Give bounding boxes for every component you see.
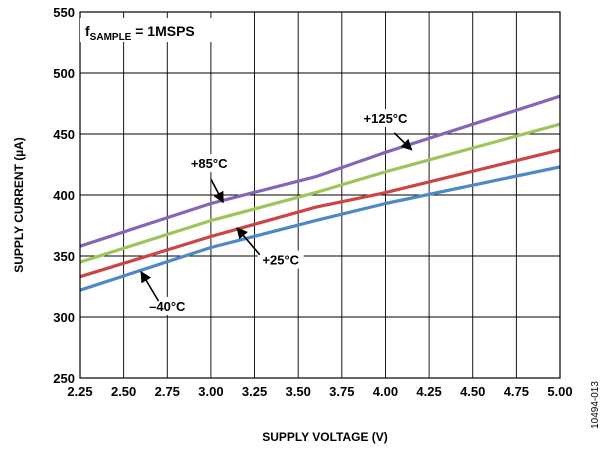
figure-id: 10494-013 <box>590 381 601 429</box>
annotation-background <box>257 250 304 269</box>
annotation-label: +25°C <box>262 253 299 268</box>
y-tick-label: 250 <box>53 371 75 386</box>
condition-label: fSAMPLE = 1MSPS <box>80 18 238 43</box>
y-tick-label: 350 <box>53 249 75 264</box>
series-line <box>79 122 561 264</box>
x-tick-label: 4.75 <box>504 384 529 399</box>
condition-sub: SAMPLE <box>90 32 132 43</box>
x-tick-label: 3.00 <box>198 384 223 399</box>
x-tick-label: 4.50 <box>460 384 485 399</box>
y-tick-label: 450 <box>53 127 75 142</box>
y-axis-title: SUPPLY CURRENT (µA) <box>12 137 26 273</box>
x-tick-label: 4.25 <box>416 384 441 399</box>
annotation-arrow <box>210 178 224 204</box>
annotation-arrow <box>140 270 160 302</box>
series-line <box>79 94 561 248</box>
annotation-background <box>144 296 191 315</box>
annotations: +125°C +85°C +25°C –40°C <box>140 109 413 315</box>
x-tick-label: 2.25 <box>67 384 92 399</box>
x-tick-label: 4.00 <box>373 384 398 399</box>
y-tick-label: 500 <box>53 66 75 81</box>
x-tick-label: 3.50 <box>286 384 311 399</box>
annotation-label: +125°C <box>364 111 408 126</box>
annotation-arrow <box>393 132 413 151</box>
annotation-background <box>186 154 233 173</box>
series-lines <box>79 94 561 292</box>
y-tick-label: 300 <box>53 310 75 325</box>
series-line <box>79 148 561 279</box>
y-tick-label: 400 <box>53 188 75 203</box>
x-axis-title: SUPPLY VOLTAGE (V) <box>262 430 388 444</box>
svg-text:fSAMPLE = 1MSPS: fSAMPLE = 1MSPS <box>85 23 195 43</box>
plot-frame <box>79 11 561 379</box>
annotation-label: –40°C <box>149 299 186 314</box>
x-tick-label: 3.25 <box>242 384 267 399</box>
y-tick-label: 550 <box>53 5 75 20</box>
series-line <box>79 165 561 292</box>
condition-main: f <box>85 23 90 39</box>
annotation-background <box>358 109 413 128</box>
x-tick-label: 2.50 <box>111 384 136 399</box>
condition-rest: = 1MSPS <box>131 23 194 39</box>
x-tick-label: 3.75 <box>329 384 354 399</box>
x-tick-label: 5.00 <box>547 384 572 399</box>
annotation-arrow <box>236 227 261 256</box>
x-tick-label: 2.75 <box>155 384 180 399</box>
annotation-label: +85°C <box>191 156 228 171</box>
x-tick-labels: 2.25 2.50 2.75 3.00 3.25 3.50 3.75 4.00 4.25 4.50… <box>67 384 572 399</box>
y-tick-labels: 250 300 350 400 450 500 550 <box>53 5 75 386</box>
grid <box>79 11 561 379</box>
